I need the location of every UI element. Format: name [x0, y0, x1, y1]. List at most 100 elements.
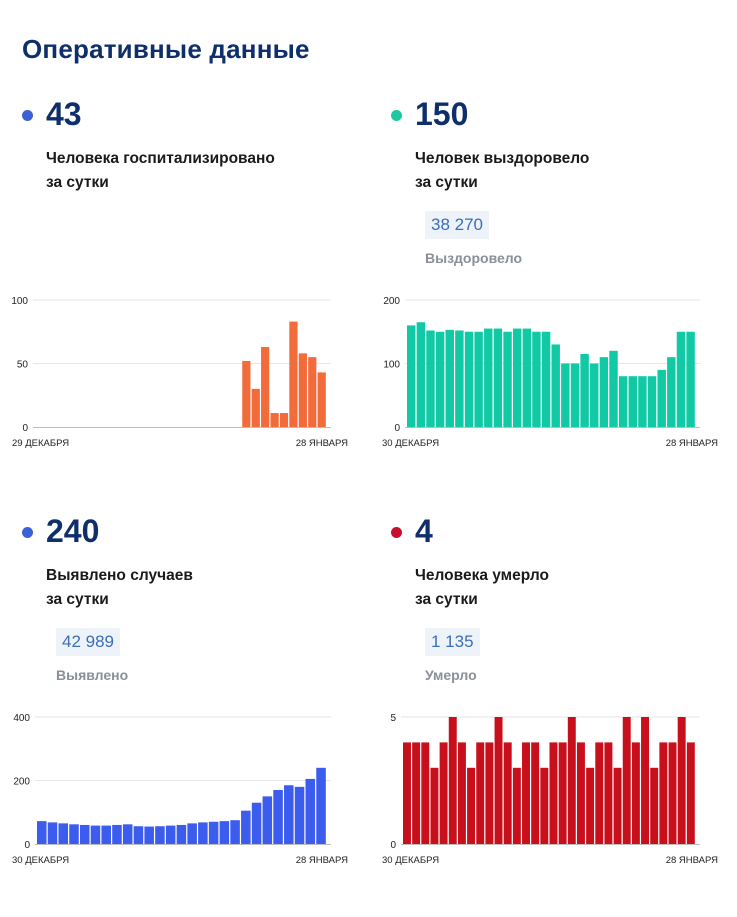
bar: [317, 372, 326, 427]
bar: [541, 331, 551, 427]
bar: [609, 350, 618, 427]
y-tick-label: 400: [13, 713, 30, 724]
bar: [522, 328, 532, 427]
x-start-label: 29 ДЕКАБРЯ: [12, 438, 69, 449]
bar: [532, 331, 541, 427]
bar: [308, 357, 317, 427]
bar: [494, 717, 503, 844]
bar: [580, 353, 589, 427]
bar: [512, 328, 522, 427]
bar: [558, 742, 567, 844]
hospitalized-desc-line1: Человека госпитализировано: [46, 150, 275, 167]
bar: [455, 330, 464, 427]
bar: [595, 742, 604, 844]
bar: [540, 767, 549, 844]
bar: [531, 742, 540, 844]
deaths-value: 4: [415, 513, 433, 549]
bar: [47, 822, 58, 844]
bar: [439, 742, 448, 844]
hospitalized-desc-line2: за сутки: [46, 174, 109, 191]
bar: [251, 802, 262, 844]
hospitalized-value: 43: [46, 96, 82, 132]
bar: [667, 357, 676, 427]
bar: [586, 767, 595, 844]
bar: [198, 822, 208, 844]
deaths-description: Человека умерло за сутки: [415, 564, 549, 612]
cases-desc-line1: Выявлено случаев: [46, 567, 193, 584]
y-tick-label: 100: [383, 360, 400, 371]
bar: [484, 328, 493, 427]
bar: [412, 742, 421, 844]
bar: [622, 717, 631, 844]
deaths-dot-icon: [391, 527, 402, 538]
bar: [298, 353, 307, 427]
bar: [270, 413, 279, 427]
x-start-label: 30 ДЕКАБРЯ: [12, 855, 69, 866]
y-tick-label: 0: [24, 840, 30, 851]
bar: [58, 823, 69, 844]
bar: [590, 363, 599, 427]
bar: [485, 742, 494, 844]
y-tick-label: 0: [390, 840, 396, 851]
bar: [647, 376, 657, 427]
bar: [407, 325, 416, 427]
bar: [242, 360, 251, 427]
bar: [435, 331, 445, 427]
deaths-chart: 0 5 30 ДЕКАБРЯ 28 ЯНВАРЯ: [382, 713, 718, 866]
bar: [503, 742, 512, 844]
y-tick-label: 5: [390, 713, 396, 724]
bar: [641, 717, 650, 844]
bar: [570, 363, 580, 427]
page-title: Оперативные данные: [22, 34, 310, 64]
bar: [448, 717, 457, 844]
bar: [613, 767, 622, 844]
bar: [279, 413, 289, 427]
bar: [416, 322, 426, 427]
bar: [176, 824, 187, 844]
bar: [567, 717, 576, 844]
deaths-total: 1 135: [425, 628, 480, 656]
cases-total-label: Выявлено: [56, 667, 129, 683]
recovered-desc-line2: за сутки: [415, 174, 478, 191]
recovered-dot-icon: [391, 110, 402, 121]
bar: [631, 742, 640, 844]
bar: [457, 742, 466, 844]
bar: [604, 742, 613, 844]
bar: [668, 742, 677, 844]
bar: [426, 330, 435, 427]
recovered-total-label: Выздоровело: [425, 250, 523, 266]
cases-value: 240: [46, 513, 100, 549]
bar: [187, 823, 197, 844]
bar: [144, 826, 154, 844]
bar: [284, 785, 294, 844]
recovered-chart: 0 100 200 30 ДЕКАБРЯ 28 ЯНВАРЯ: [382, 296, 718, 449]
bar: [90, 825, 101, 844]
y-tick-label: 200: [13, 777, 30, 788]
recovered-total: 38 270: [425, 211, 489, 239]
bar: [316, 767, 326, 844]
bar: [657, 369, 666, 427]
recovered-value: 150: [415, 96, 469, 132]
hospitalized-panel: 43 Человека госпитализировано за сутки: [22, 96, 362, 500]
bar: [208, 821, 219, 844]
y-tick-label: 0: [394, 423, 400, 434]
x-end-label: 28 ЯНВАРЯ: [666, 855, 718, 866]
bar: [677, 717, 686, 844]
bar: [430, 767, 439, 844]
x-end-label: 28 ЯНВАРЯ: [296, 438, 348, 449]
bar: [273, 790, 283, 844]
deaths-desc-line2: за сутки: [415, 591, 478, 608]
bar: [561, 363, 570, 427]
y-tick-label: 200: [383, 296, 400, 307]
bar: [37, 821, 47, 844]
hospitalized-dot-icon: [22, 110, 33, 121]
deaths-desc-line1: Человека умерло: [415, 567, 549, 584]
x-start-label: 30 ДЕКАБРЯ: [382, 438, 439, 449]
bar: [403, 742, 411, 844]
bar: [650, 767, 659, 844]
deaths-total-label: Умерло: [425, 667, 477, 683]
y-tick-label: 100: [11, 296, 28, 307]
bar: [522, 742, 530, 844]
cases-description: Выявлено случаев за сутки: [46, 564, 193, 612]
deaths-panel: 4 Человека умерло за сутки 1 135 Умерло: [391, 513, 731, 917]
